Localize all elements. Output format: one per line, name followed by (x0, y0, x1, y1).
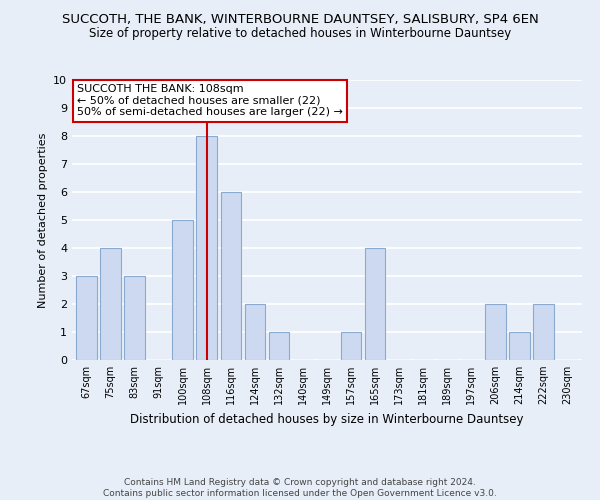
Bar (76, 276, 97, 360)
X-axis label: Distribution of detached houses by size in Winterbourne Dauntsey: Distribution of detached houses by size … (130, 412, 524, 426)
Bar (221, 192, 241, 360)
Bar (172, 220, 193, 360)
Y-axis label: Number of detached properties: Number of detached properties (38, 132, 47, 308)
Bar (341, 332, 361, 360)
Text: Contains HM Land Registry data © Crown copyright and database right 2024.
Contai: Contains HM Land Registry data © Crown c… (103, 478, 497, 498)
Bar (100, 248, 121, 360)
Bar (485, 304, 506, 360)
Bar (509, 332, 530, 360)
Bar (533, 304, 554, 360)
Bar (196, 136, 217, 360)
Bar (245, 304, 265, 360)
Bar (269, 332, 289, 360)
Bar (365, 248, 385, 360)
Text: SUCCOTH THE BANK: 108sqm
← 50% of detached houses are smaller (22)
50% of semi-d: SUCCOTH THE BANK: 108sqm ← 50% of detach… (77, 84, 343, 117)
Text: Size of property relative to detached houses in Winterbourne Dauntsey: Size of property relative to detached ho… (89, 28, 511, 40)
Text: SUCCOTH, THE BANK, WINTERBOURNE DAUNTSEY, SALISBURY, SP4 6EN: SUCCOTH, THE BANK, WINTERBOURNE DAUNTSEY… (62, 12, 538, 26)
Bar (124, 276, 145, 360)
